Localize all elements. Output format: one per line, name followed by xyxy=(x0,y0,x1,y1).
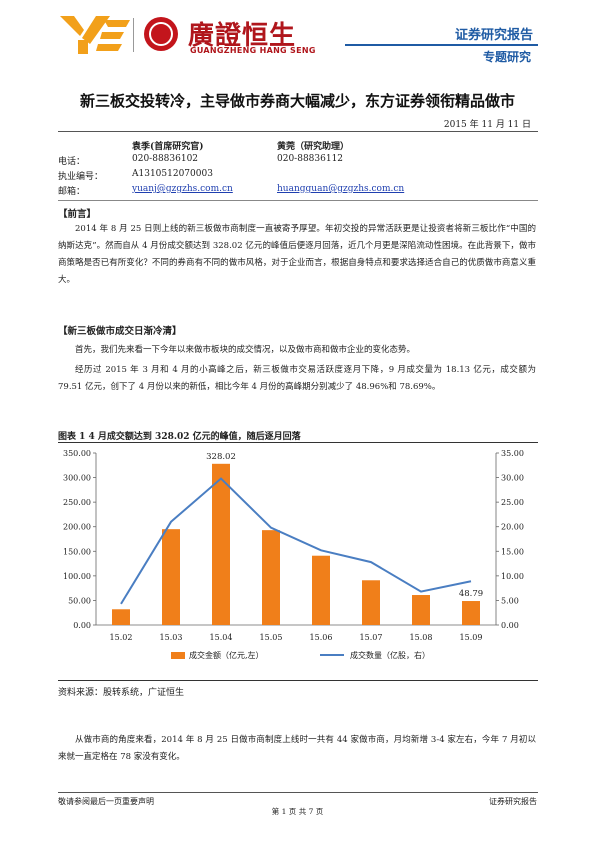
report-type: 证券研究报告 xyxy=(454,28,533,43)
bar xyxy=(312,555,330,625)
brand-name-en: GUANGZHENG HANG SENG xyxy=(190,46,316,55)
report-subtype: 专题研究 xyxy=(482,50,531,64)
analyst-email-1[interactable]: yuanj@gzgzhs.com.cn xyxy=(132,184,233,194)
section-para-3: 从做市商的角度来看，2014 年 8 月 25 日做市商制度上线时一共有 44 … xyxy=(58,735,536,762)
section-para-1: 首先，我们先来看一下今年以来做市板块的成交情况，以及做市商和做市企业的变化态势。 xyxy=(75,345,416,355)
legend-bar-label: 成交金额（亿元,左） xyxy=(189,650,264,660)
left-tick-label: 300.00 xyxy=(63,474,91,483)
bar xyxy=(462,601,480,625)
volume-line xyxy=(120,477,472,605)
report-date: 2015 年 11 月 11 日 xyxy=(443,120,531,130)
left-tick-label: 350.00 xyxy=(63,449,91,458)
figure-bottom-rule xyxy=(58,680,538,681)
figure-title: 图表 1 4 月成交额达到 328.02 亿元的峰值，随后逐月回落 xyxy=(58,432,301,442)
title-rule xyxy=(58,131,538,132)
volume-chart: 0.00 50.00 100.00 150.00 200.00 250.00 300.00 3… xyxy=(63,449,524,660)
phone-label: 电话： xyxy=(58,157,86,167)
company-logo-icon xyxy=(60,16,130,54)
x-tick-label: 15.07 xyxy=(360,633,383,642)
left-tick-label: 100.00 xyxy=(63,572,91,581)
analyst-name-2: 黄莞（研究助理） xyxy=(277,142,350,152)
bar xyxy=(262,530,280,625)
page-number: 第 1 页 共 7 页 xyxy=(271,807,324,816)
left-tick-label: 0.00 xyxy=(73,621,91,630)
legend-line-label: 成交数量（亿股，右） xyxy=(350,650,430,660)
right-tick-label: 10.00 xyxy=(501,572,524,581)
bar xyxy=(112,609,130,625)
report-title: 新三板交投转冷，主导做市券商大幅减少，东方证券领衔精品做市 xyxy=(79,92,515,110)
analyst-name-1: 袁季(首席研究官) xyxy=(132,142,204,152)
license-label: 执业编号： xyxy=(58,172,104,182)
x-tick-label: 15.04 xyxy=(210,633,233,642)
data-label: 48.79 xyxy=(459,589,483,599)
section-para-2: 经历过 2015 年 3 月和 4 月的小高峰之后，新三板做市交易活跃度逐月下降… xyxy=(58,365,536,392)
section-heading: 【新三板做市成交日渐冷清】 xyxy=(58,326,182,337)
bar xyxy=(412,595,430,625)
bar xyxy=(162,529,180,625)
analyst-email-2[interactable]: huangguan@gzgzhs.com.cn xyxy=(277,184,405,194)
right-tick-label: 25.00 xyxy=(501,498,524,507)
right-tick-label: 0.00 xyxy=(501,621,519,630)
analyst-rule xyxy=(58,200,538,201)
seal-ring xyxy=(149,22,173,46)
preface-text: 2014 年 8 月 25 日则上线的新三板做市商制度一直被寄予厚望。年初交投的… xyxy=(58,224,536,285)
right-tick-label: 5.00 xyxy=(501,596,519,605)
figure-rule xyxy=(58,442,538,443)
bar xyxy=(362,580,380,625)
x-tick-label: 15.03 xyxy=(160,633,183,642)
email-label: 邮箱： xyxy=(58,187,86,197)
x-tick-label: 15.02 xyxy=(110,633,133,642)
data-label: 328.02 xyxy=(206,452,236,462)
x-tick-label: 15.09 xyxy=(460,633,483,642)
preface-heading: 【前言】 xyxy=(58,209,97,220)
header-rule xyxy=(345,44,538,46)
analyst-license-1: A1310512070003 xyxy=(132,169,213,179)
x-tick-label: 15.06 xyxy=(310,633,333,642)
x-tick-label: 15.05 xyxy=(260,633,283,642)
right-tick-label: 30.00 xyxy=(501,474,524,483)
left-tick-label: 250.00 xyxy=(63,498,91,507)
figure-source: 资料来源：股转系统，广证恒生 xyxy=(58,688,185,698)
legend-bar-swatch xyxy=(171,652,185,659)
logo-divider xyxy=(133,18,134,52)
footer-report-type: 证券研究报告 xyxy=(489,797,537,806)
left-tick-label: 150.00 xyxy=(63,547,91,556)
analyst-phone-2: 020-88836112 xyxy=(277,154,344,164)
analyst-phone-1: 020-88836102 xyxy=(132,154,199,164)
left-tick-label: 200.00 xyxy=(63,523,91,532)
left-tick-label: 50.00 xyxy=(68,596,91,605)
right-tick-label: 35.00 xyxy=(501,449,524,458)
footer-rule xyxy=(58,792,538,793)
right-tick-label: 20.00 xyxy=(501,523,524,532)
brand-name: 廣證恒生 xyxy=(188,21,297,51)
footer-disclaimer: 敬请参阅最后一页重要声明 xyxy=(58,797,154,806)
x-tick-label: 15.08 xyxy=(410,633,433,642)
right-tick-label: 15.00 xyxy=(501,547,524,556)
bar xyxy=(212,463,230,625)
